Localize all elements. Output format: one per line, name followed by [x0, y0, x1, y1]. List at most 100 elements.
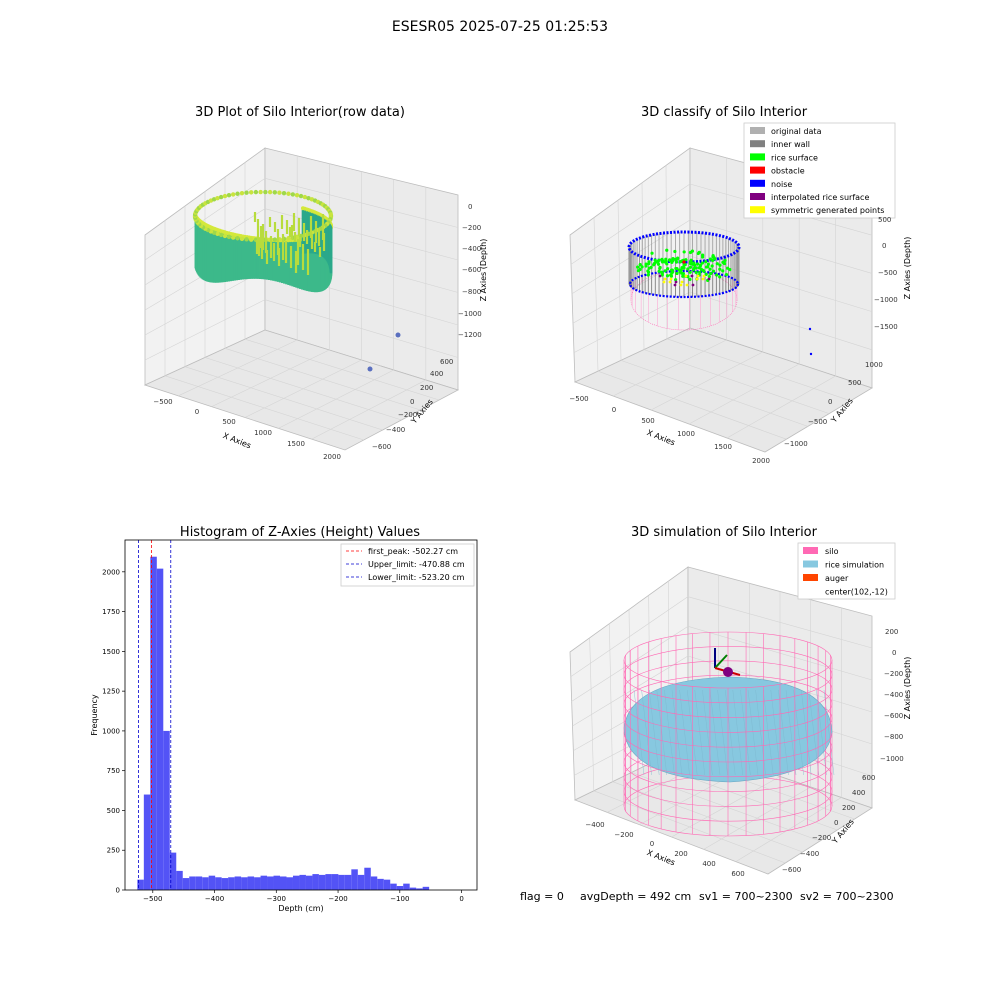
histogram-ytick-label: 500	[107, 807, 120, 815]
legend-swatch	[803, 574, 818, 581]
p2-rice-point	[652, 263, 656, 267]
p2-ztick: −1000	[874, 296, 898, 304]
histogram-bar	[280, 876, 287, 890]
panel4-title: 3D simulation of Silo Interior	[631, 525, 818, 540]
p1-point	[215, 195, 220, 201]
p1-point	[263, 189, 268, 195]
auger-axes-marker	[714, 648, 741, 677]
p2-rice-point	[681, 272, 685, 276]
p1-point	[294, 193, 300, 198]
p1-point	[215, 231, 220, 237]
rice-mesh-line	[649, 689, 660, 776]
panel4-tick-labels: −400 −200 0 200 400 600 −600 −400 −200 0…	[585, 628, 903, 878]
p2-rice-point	[698, 270, 702, 275]
p2-rice-point	[636, 265, 640, 269]
rice-mesh-line	[656, 689, 667, 776]
p2-rice-point	[689, 258, 693, 262]
p1-point	[267, 189, 273, 195]
p4-xtick: 400	[702, 860, 715, 868]
p2-surface-point	[663, 277, 667, 281]
panel-histogram: Histogram of Z-Axies (Height) Values −50…	[90, 525, 478, 913]
legend-label: silo	[825, 547, 839, 556]
p2-rice-point	[690, 249, 695, 253]
rice-mesh-line	[671, 689, 683, 776]
p2-surface-point	[702, 274, 706, 278]
p4-ytick: −400	[800, 850, 819, 858]
histogram-y-ticks: 0 250 500 750 1000 1250 1500 1750 2000	[102, 568, 125, 895]
p1-point	[235, 191, 240, 196]
p2-rice-point	[715, 262, 719, 266]
p1-ztick: −200	[462, 224, 481, 232]
legend-label: Upper_limit: -470.88 cm	[368, 560, 465, 569]
histogram-bar	[292, 875, 300, 890]
p4-ztick: 0	[892, 649, 896, 657]
p1-ztick: −400	[462, 245, 481, 253]
p1-xtick: 2000	[323, 453, 341, 461]
p2-ytick: 1000	[865, 361, 883, 369]
histogram-xtick-label: −100	[390, 895, 409, 903]
p1-point	[286, 191, 291, 196]
p2-rice-point	[644, 262, 648, 266]
p2-xtick: 0	[612, 406, 616, 414]
p2-rice-point	[704, 260, 708, 264]
p2-rice-point	[647, 260, 651, 264]
p2-rice-point	[686, 267, 690, 271]
p2-rice-point	[660, 257, 664, 262]
p1-point	[218, 194, 224, 200]
histogram-bar	[331, 874, 339, 890]
p1-ztick: −1200	[458, 331, 482, 339]
legend-swatch	[750, 166, 765, 174]
histogram-ylabel: Frequency	[90, 694, 99, 736]
p2-surface-point	[674, 280, 678, 284]
p1-ytick: 200	[420, 384, 433, 392]
histogram-bar	[169, 852, 177, 890]
histogram-ytick-label: 1250	[102, 688, 120, 696]
histogram-bar	[176, 870, 183, 890]
p1-point	[239, 236, 245, 242]
panel3-title: Histogram of Z-Axies (Height) Values	[180, 525, 420, 540]
p2-rice-point	[638, 263, 642, 267]
p2-surface-point	[679, 283, 683, 287]
legend-box	[743, 122, 896, 219]
p2-obstacle-point	[682, 260, 686, 264]
legend-label: auger	[825, 574, 849, 583]
histogram-xtick-label: −300	[267, 895, 286, 903]
p2-rice-point	[682, 250, 686, 254]
histogram-bar	[403, 883, 410, 890]
histogram-ytick-label: 0	[116, 887, 120, 895]
p2-rice-point	[721, 269, 725, 273]
p2-rice-point	[706, 262, 710, 266]
histogram-bar	[221, 878, 229, 890]
histogram-ytick-label: 1750	[102, 608, 120, 616]
p2-rice-point	[696, 262, 700, 266]
histogram-bar	[338, 874, 345, 890]
rice-mesh-line	[641, 689, 652, 776]
panel2-title: 3D classify of Silo Interior	[641, 105, 808, 120]
rice-mesh-line	[702, 689, 713, 776]
legend-swatch	[750, 127, 765, 134]
legend-swatch	[750, 153, 765, 161]
footer-flag: flag = 0	[520, 890, 564, 903]
rice-mesh-line	[755, 689, 766, 776]
histogram-bar	[228, 877, 235, 890]
p2-rice-point	[728, 268, 732, 272]
p2-rice-point	[681, 274, 685, 278]
p2-rice-point	[710, 264, 714, 268]
histogram-bar	[215, 877, 222, 890]
p4-ytick: 600	[862, 774, 875, 782]
p2-rice-point	[665, 248, 669, 252]
panel1-tick-labels: −500 0 500 1000 1500 2000 −600 −400 −200…	[153, 203, 481, 461]
p2-rice-point	[708, 267, 712, 271]
p4-ztick: 200	[885, 628, 898, 636]
legend-label: interpolated rice surface	[771, 193, 869, 202]
figure-suptitle: ESESR05 2025-07-25 01:25:53	[392, 19, 608, 35]
histogram-bar	[351, 869, 358, 890]
p2-rice-point	[679, 268, 683, 272]
histogram-bar	[396, 886, 404, 890]
histogram-ytick-label: 2000	[102, 568, 120, 576]
p1-point	[258, 189, 263, 195]
p2-ytick: −500	[808, 418, 827, 426]
p1-point	[290, 192, 296, 197]
rice-mesh-line	[763, 689, 774, 776]
p2-rice-point	[660, 270, 664, 274]
